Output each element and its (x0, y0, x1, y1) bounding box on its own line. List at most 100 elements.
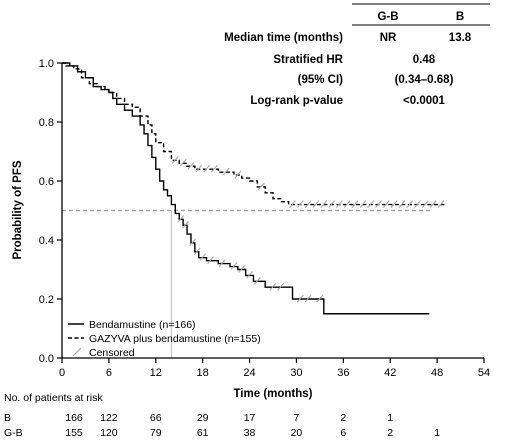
risk-cell: 38 (244, 427, 256, 439)
risk-cell: 61 (197, 427, 209, 439)
censor-mark-gazyva (429, 200, 437, 208)
legend-label-censored: Censored (89, 347, 135, 359)
curve-gazyva-bendamustine (62, 62, 445, 206)
censor-mark-gazyva (437, 200, 445, 208)
x-tick-label: 12 (150, 367, 162, 379)
y-tick-label: 0.8 (39, 117, 54, 129)
censor-mark-bendamustine (177, 214, 185, 223)
stats-label-hr: Stratified HR (273, 54, 343, 66)
censor-mark-gazyva (398, 200, 406, 208)
y-tick-label: 0.0 (39, 353, 54, 365)
censor-mark-bendamustine (199, 253, 207, 262)
censor-mark-gazyva (320, 200, 328, 208)
y-axis-ticks: 0.0 0.2 0.4 0.6 0.8 1.0 (39, 58, 62, 365)
censor-mark-gazyva (195, 164, 203, 173)
stats-table: G-B B Median time (months) NR 13.8 Strat… (224, 3, 490, 107)
risk-row-label-b: B (4, 412, 11, 424)
x-tick-label: 0 (59, 367, 65, 379)
censor-mark-gazyva (351, 200, 359, 208)
stats-label-ci: (95% CI) (298, 74, 344, 86)
censor-mark-bendamustine (193, 247, 201, 256)
risk-cell: 166 (65, 412, 83, 424)
censor-mark-gazyva (414, 200, 421, 208)
x-axis-title: Time (months) (233, 388, 312, 400)
censor-mark-bendamustine (246, 271, 253, 279)
stats-label-median: Median time (months) (224, 32, 343, 44)
risk-cell: 2 (340, 412, 346, 424)
x-tick-label: 24 (243, 367, 255, 379)
censor-mark-gazyva (234, 170, 242, 179)
x-axis-ticks: 0 6 12 18 24 30 36 42 48 54 (59, 358, 490, 379)
censor-mark-gazyva (406, 200, 414, 208)
y-tick-label: 0.4 (39, 235, 54, 247)
censor-mark-gazyva (367, 200, 375, 208)
x-tick-label: 42 (384, 367, 396, 379)
risk-cell: 122 (100, 412, 118, 424)
risk-cell: 17 (244, 412, 256, 424)
survival-curves (62, 62, 445, 315)
censor-mark-gazyva (343, 200, 351, 208)
risk-table-values: 166 122 66 29 17 7 2 1 155 120 79 61 38 20 6 2 1 (65, 412, 440, 439)
x-tick-label: 54 (478, 367, 490, 379)
censor-mark-gazyva (187, 161, 195, 170)
risk-cell: 155 (65, 427, 83, 439)
legend-label-gazyva: GAZYVA plus bendamustine (n=155) (89, 333, 261, 345)
risk-cell: 29 (197, 412, 209, 424)
censor-mark-gazyva (210, 164, 218, 173)
legend-swatch-censored (72, 347, 82, 357)
plot-axes (61, 63, 484, 359)
risk-cell: 1 (387, 412, 393, 424)
censor-mark-bendamustine (189, 238, 196, 247)
censor-mark-gazyva (328, 200, 336, 208)
censor-mark-gazyva (312, 200, 320, 208)
risk-table: No. of patients at risk B G-B 166 122 66 29… (4, 392, 440, 439)
risk-cell: 120 (100, 427, 118, 439)
censor-mark-bendamustine (304, 294, 312, 303)
censor-mark-gazyva (179, 158, 187, 167)
censor-mark-bendamustine (218, 259, 226, 267)
y-axis-title: Probability of PFS (12, 160, 24, 259)
censor-mark-bendamustine (182, 220, 189, 229)
curve-bendamustine (62, 62, 430, 315)
stats-ci-value: (0.34–0.68) (395, 74, 454, 86)
stats-pvalue-value: <0.0001 (403, 95, 445, 107)
censor-mark-gazyva (421, 200, 429, 208)
stats-label-pvalue: Log-rank p-value (250, 95, 343, 107)
censor-mark-gazyva (203, 164, 210, 173)
legend-label-bendamustine: Bendamustine (n=166) (89, 319, 196, 331)
x-tick-label: 6 (106, 367, 112, 379)
stats-header-gb: G-B (377, 11, 398, 23)
risk-cell: 66 (150, 412, 162, 424)
censor-mark-gazyva (222, 167, 230, 176)
censor-mark-bendamustine (230, 262, 238, 270)
censor-mark-gazyva (289, 200, 296, 208)
censor-mark-gazyva (382, 200, 390, 208)
median-reference-lines (62, 209, 430, 358)
censor-mark-bendamustine (269, 282, 277, 291)
x-tick-label: 30 (290, 367, 302, 379)
stats-hr-value: 0.48 (413, 54, 436, 66)
censor-mark-gazyva (336, 200, 343, 208)
censor-mark-gazyva (390, 200, 398, 208)
censor-mark-bendamustine (253, 276, 261, 285)
risk-table-title: No. of patients at risk (4, 392, 103, 404)
risk-cell: 2 (387, 427, 393, 439)
risk-cell: 6 (340, 427, 346, 439)
stats-header-b: B (456, 11, 464, 23)
censor-mark-gazyva (375, 200, 382, 208)
stats-median-gb: NR (380, 32, 397, 44)
risk-cell: 20 (291, 427, 303, 439)
risk-cell: 1 (434, 427, 440, 439)
censor-mark-gazyva (304, 200, 312, 208)
censor-mark-bendamustine (238, 265, 246, 273)
y-tick-label: 0.2 (39, 294, 54, 306)
stats-median-b: 13.8 (449, 32, 472, 44)
censor-mark-gazyva (359, 200, 367, 208)
x-tick-label: 48 (431, 367, 443, 379)
censor-mark-gazyva (171, 155, 179, 164)
censor-mark-gazyva (296, 200, 304, 208)
risk-row-label-gb: G-B (4, 427, 23, 439)
censor-mark-bendamustine (316, 294, 324, 303)
legend: Bendamustine (n=166) GAZYVA plus bendamu… (68, 319, 261, 359)
